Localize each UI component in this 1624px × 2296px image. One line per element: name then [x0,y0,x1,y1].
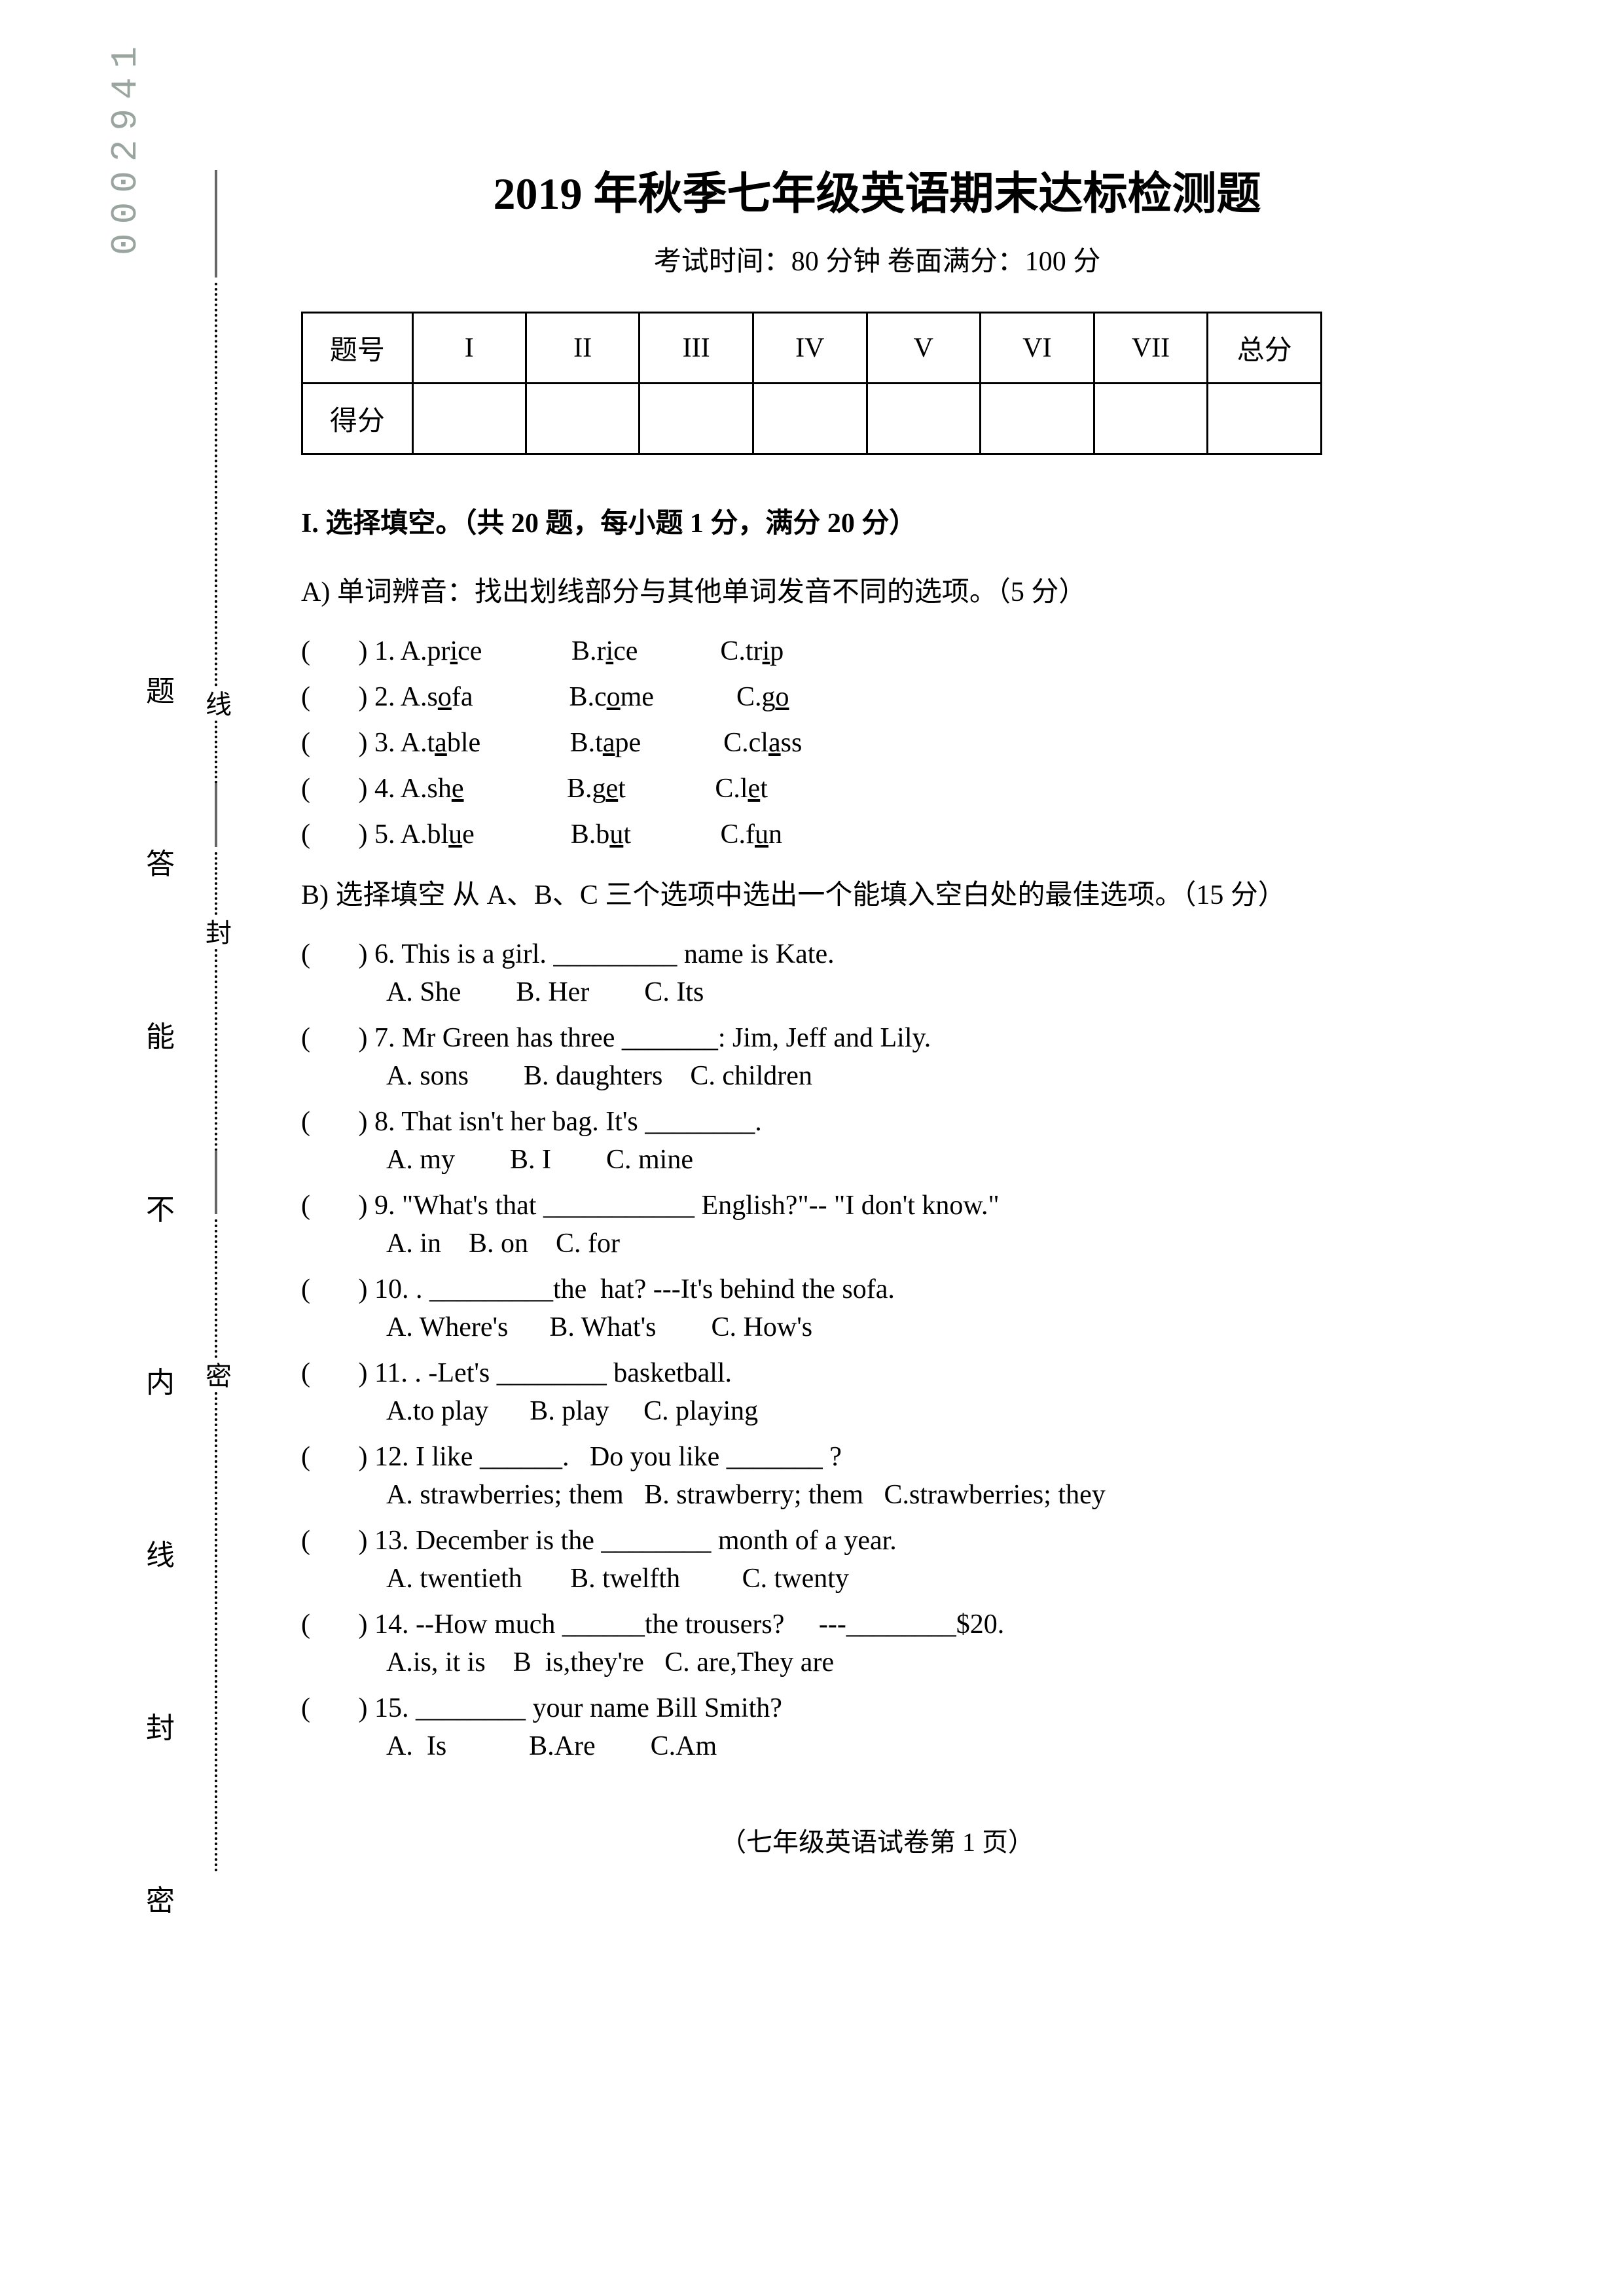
mc-item: ( ) 10. . _________the hat? ---It's behi… [301,1274,1453,1343]
question-options: A.to play B. play C. playing [301,1395,1453,1427]
side-label: 不 [146,1186,175,1228]
cell: 题号 [302,313,413,384]
dotted-line [215,721,217,783]
binding-column: 线 封 密 [196,170,236,1872]
cell-blank[interactable] [526,384,639,454]
pronunciation-list: ( ) 1. A.price B.rice C.trip ( ) 2. A.sof… [301,636,1453,850]
question-options: A. in B. on C. for [301,1228,1453,1259]
question-options: A. She B. Her C. Its [301,977,1453,1008]
pron-item: ( ) 1. A.price B.rice C.trip [301,636,1453,667]
cell: 得分 [302,384,413,454]
dotted-line [215,1392,217,1872]
question-options: A.is, it is B is,they're C. are,They are [301,1647,1453,1678]
mc-item: ( ) 7. Mr Green has three _______: Jim, … [301,1022,1453,1092]
page-content: 2019 年秋季七年级英语期末达标检测题 考试时间：80 分钟 卷面满分：100… [301,157,1453,1859]
question-stem: ( ) 12. I like ______. Do you like _____… [301,1441,1453,1473]
seal-char: 封 [197,919,235,945]
question-options: A. twentieth B. twelfth C. twenty [301,1563,1453,1594]
side-label: 内 [146,1359,175,1401]
question-options: A. Where's B. What's C. How's [301,1312,1453,1343]
question-stem: ( ) 9. "What's that ___________ English?… [301,1190,1453,1221]
question-options: A. Is B.Are C.Am [301,1731,1453,1762]
seal-char: 密 [197,1362,235,1388]
cell: IV [753,313,867,384]
exam-subtitle: 考试时间：80 分钟 卷面满分：100 分 [301,239,1453,279]
serial-number: 0002941 [105,37,147,255]
mc-item: ( ) 11. . -Let's ________ basketball. A.t… [301,1357,1453,1427]
side-label: 密 [146,1877,175,1919]
table-row: 题号 I II III IV V VI VII 总分 [302,313,1322,384]
part-a-heading: A) 单词辨音：找出划线部分与其他单词发音不同的选项。（5 分） [301,569,1453,609]
side-label: 能 [146,1013,175,1055]
score-table: 题号 I II III IV V VI VII 总分 得分 [301,312,1322,455]
question-stem: ( ) 7. Mr Green has three _______: Jim, … [301,1022,1453,1054]
pron-item: ( ) 5. A.blue B.but C.fun [301,819,1453,850]
page-footer: （七年级英语试卷第 1 页） [301,1821,1453,1859]
question-options: A. strawberries; them B. strawberry; the… [301,1479,1453,1511]
question-stem: ( ) 15. ________ your name Bill Smith? [301,1693,1453,1724]
side-label: 答 [146,840,175,882]
mc-item: ( ) 9. "What's that ___________ English?… [301,1190,1453,1259]
cell-blank[interactable] [980,384,1094,454]
cell: 总分 [1208,313,1322,384]
tick-mark [215,170,217,278]
seal-char: 线 [197,691,235,717]
mc-item: ( ) 15. ________ your name Bill Smith? A.… [301,1693,1453,1762]
mc-item: ( ) 8. That isn't her bag. It's ________… [301,1106,1453,1175]
cell: VII [1094,313,1208,384]
cell: I [412,313,526,384]
mc-item: ( ) 14. --How much ______the trousers? -… [301,1609,1453,1678]
multiple-choice-list: ( ) 6. This is a girl. _________ name is… [301,939,1453,1762]
dotted-line [215,1219,217,1358]
table-row: 得分 [302,384,1322,454]
pron-item: ( ) 4. A.she B.get C.let [301,773,1453,804]
question-options: A. sons B. daughters C. children [301,1060,1453,1092]
dotted-line [215,852,217,915]
tick-mark [215,1151,217,1214]
cell-blank[interactable] [867,384,980,454]
cell-blank[interactable] [412,384,526,454]
mc-item: ( ) 6. This is a girl. _________ name is… [301,939,1453,1008]
cell-blank[interactable] [640,384,753,454]
pron-item: ( ) 2. A.sofa B.come C.go [301,681,1453,713]
part-b-heading: B) 选择填空 从 A、B、C 三个选项中选出一个能填入空白处的最佳选项。（15… [301,872,1453,912]
side-labels: 题 答 能 不 内 线 封 密 [144,668,177,1919]
question-stem: ( ) 13. December is the ________ month o… [301,1525,1453,1556]
exam-title: 2019 年秋季七年级英语期末达标检测题 [301,157,1453,222]
question-stem: ( ) 11. . -Let's ________ basketball. [301,1357,1453,1389]
mc-item: ( ) 13. December is the ________ month o… [301,1525,1453,1594]
question-stem: ( ) 10. . _________the hat? ---It's behi… [301,1274,1453,1305]
question-stem: ( ) 8. That isn't her bag. It's ________… [301,1106,1453,1138]
section-1-heading: I. 选择填空。（共 20 题，每小题 1 分，满分 20 分） [301,501,1453,541]
cell-blank[interactable] [1208,384,1322,454]
tick-mark [215,783,217,846]
cell-blank[interactable] [1094,384,1208,454]
dotted-line [215,283,217,687]
side-label: 线 [146,1532,175,1573]
cell: II [526,313,639,384]
mc-item: ( ) 12. I like ______. Do you like _____… [301,1441,1453,1511]
side-label: 封 [146,1704,175,1746]
dotted-line [215,949,217,1151]
side-label: 题 [146,668,175,709]
question-options: A. my B. I C. mine [301,1144,1453,1175]
question-stem: ( ) 6. This is a girl. _________ name is… [301,939,1453,970]
cell-blank[interactable] [753,384,867,454]
pron-item: ( ) 3. A.table B.tape C.class [301,727,1453,759]
cell: VI [980,313,1094,384]
question-stem: ( ) 14. --How much ______the trousers? -… [301,1609,1453,1640]
cell: V [867,313,980,384]
cell: III [640,313,753,384]
